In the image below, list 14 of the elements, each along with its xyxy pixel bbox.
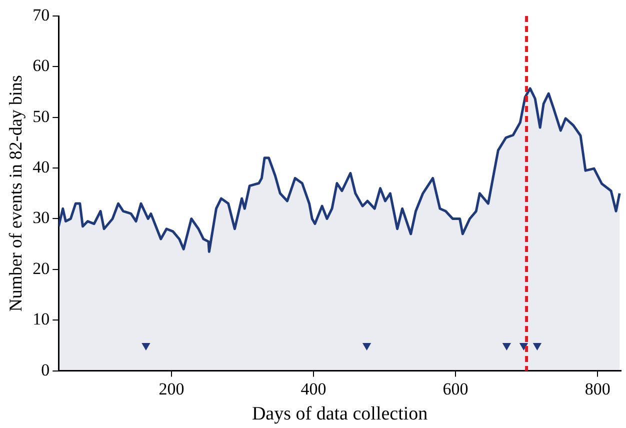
y-tick-label: 10 bbox=[32, 310, 50, 329]
x-tick-label: 200 bbox=[158, 379, 184, 398]
y-tick-label: 0 bbox=[41, 360, 50, 380]
y-tick-label: 30 bbox=[32, 208, 50, 228]
x-axis-title: Days of data collection bbox=[252, 404, 428, 425]
y-tick-label: 70 bbox=[32, 5, 50, 24]
y-axis-title: Number of events in 82-day bins bbox=[6, 75, 26, 312]
x-tick-label: 800 bbox=[584, 379, 610, 398]
y-tick-label: 60 bbox=[32, 56, 50, 76]
y-tick-label: 40 bbox=[32, 158, 50, 177]
x-tick-label: 400 bbox=[300, 379, 326, 398]
y-tick-label: 50 bbox=[32, 106, 50, 126]
y-tick-label: 20 bbox=[32, 258, 50, 278]
x-tick-label: 600 bbox=[442, 379, 468, 398]
